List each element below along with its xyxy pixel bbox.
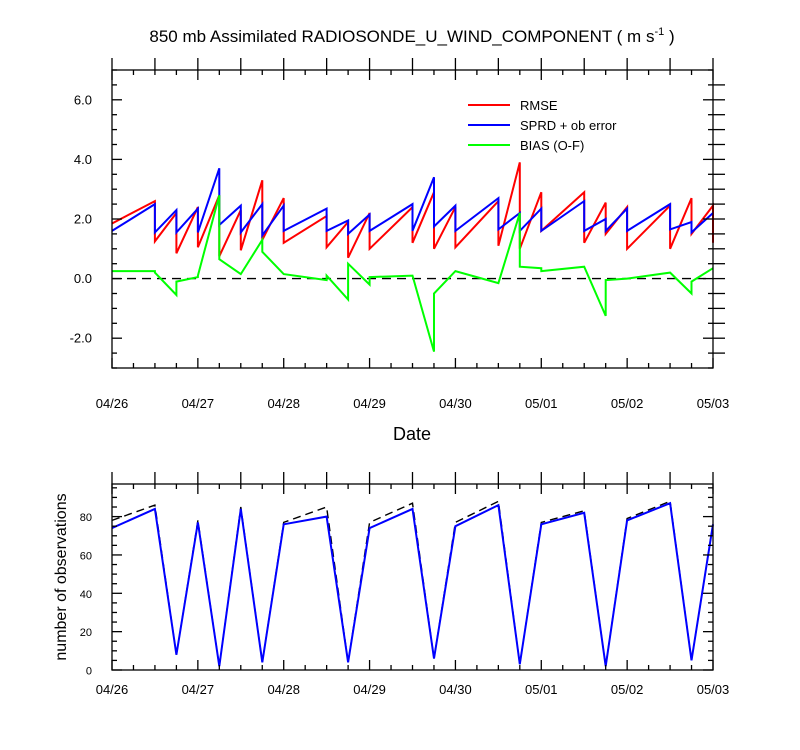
y-tick-label: 40 [80, 589, 92, 601]
y-tick-label: 2.0 [74, 212, 92, 227]
x-tick-label: 05/03 [697, 682, 730, 697]
bottom-panel-ticks: 04/26 04/27 04/28 04/29 04/30 05/01 05/02 05/03… [80, 472, 730, 697]
top-panel-ticks: 04/26 04/27 04/28 04/29 04/30 05/01 05/02 05/03… [70, 58, 730, 411]
x-tick-label: 04/26 [96, 396, 129, 411]
y-tick-label: 4.0 [74, 152, 92, 167]
y-tick-label: 80 [80, 512, 92, 524]
chart-title-exponent: -1 [654, 26, 664, 38]
y-tick-label: 60 [80, 550, 92, 562]
x-tick-label: 04/29 [353, 682, 386, 697]
top-panel-frame [111, 69, 714, 369]
x-tick-label: 04/30 [439, 396, 472, 411]
x-tick-label: 05/02 [611, 682, 644, 697]
x-tick-label: 05/03 [697, 396, 730, 411]
x-tick-label: 04/27 [182, 682, 215, 697]
top-panel-legend: RMSE SPRD + ob error BIAS (O-F) [468, 98, 617, 153]
series-line-1 [111, 167, 714, 239]
x-tick-label: 04/26 [96, 682, 129, 697]
legend-label: RMSE [520, 98, 558, 113]
y-tick-label: 6.0 [74, 92, 92, 107]
bottom-panel-series [111, 500, 714, 667]
x-tick-label: 04/29 [353, 396, 386, 411]
series-line-0 [111, 500, 714, 667]
top-panel: 04/26 04/27 04/28 04/29 04/30 05/01 05/02 05/03… [70, 58, 730, 444]
x-tick-label: 05/01 [525, 682, 558, 697]
top-panel-xlabel: Date [393, 424, 431, 444]
legend-label: BIAS (O-F) [520, 138, 584, 153]
y-tick-label: 0 [86, 666, 92, 678]
y-tick-label: -2.0 [70, 331, 92, 346]
x-tick-label: 04/28 [267, 682, 300, 697]
bottom-panel-frame [111, 483, 714, 671]
x-tick-label: 04/27 [182, 396, 215, 411]
legend-label: SPRD + ob error [520, 118, 617, 133]
x-tick-label: 04/28 [267, 396, 300, 411]
x-tick-label: 05/01 [525, 396, 558, 411]
chart-title: 850 mb Assimilated RADIOSONDE_U_WIND_COM… [149, 26, 674, 46]
bottom-panel: 04/26 04/27 04/28 04/29 04/30 05/01 05/02 05/03… [53, 472, 729, 697]
top-panel-series [111, 162, 714, 352]
chart-title-close: ) [664, 27, 674, 46]
bottom-panel-ylabel: number of observations [53, 493, 70, 660]
x-tick-label: 05/02 [611, 396, 644, 411]
x-tick-label: 04/30 [439, 682, 472, 697]
series-line-1 [111, 501, 714, 667]
y-tick-label: 0.0 [74, 271, 92, 286]
y-tick-label: 20 [80, 627, 92, 639]
series-line-2 [112, 194, 714, 352]
